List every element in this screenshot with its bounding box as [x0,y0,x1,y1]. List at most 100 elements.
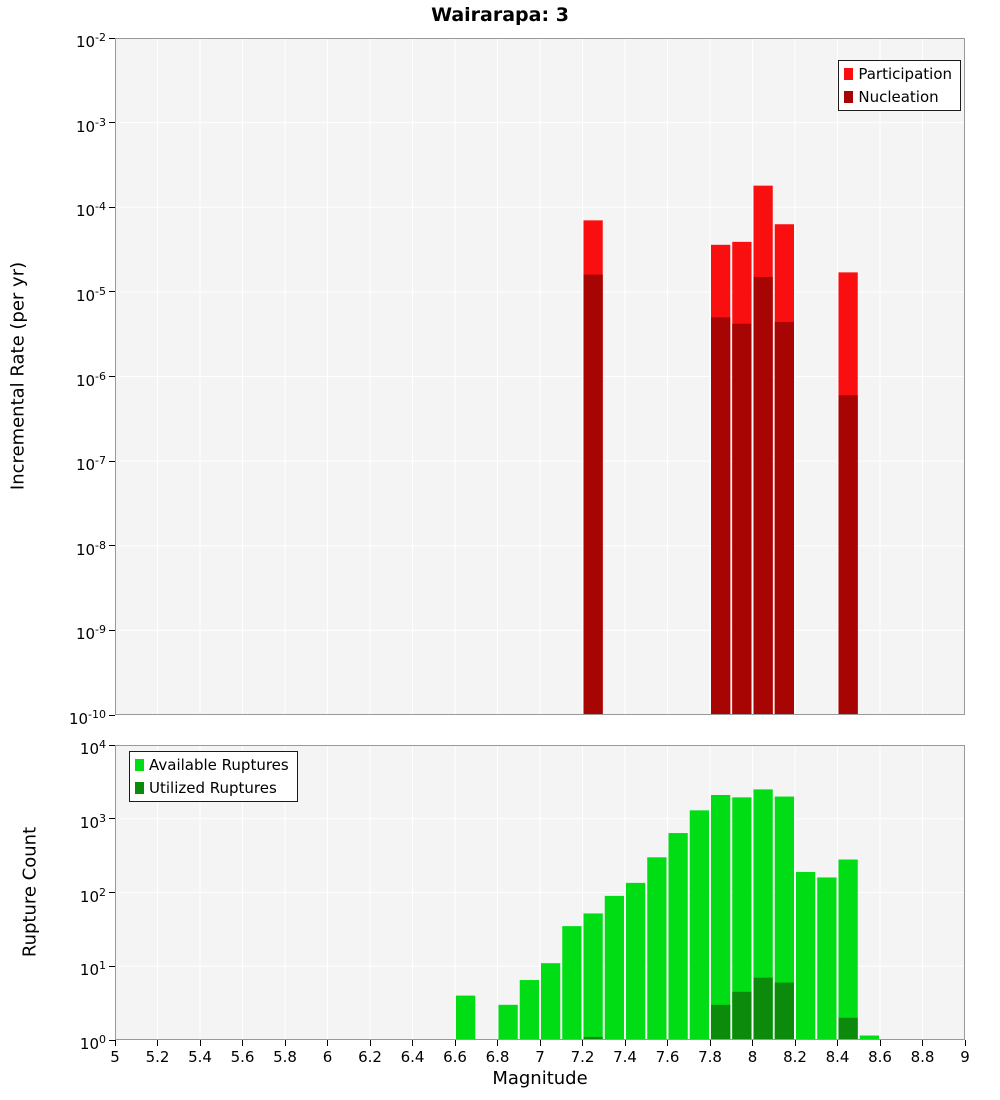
rupture-count-legend: Available Ruptures Utilized Ruptures [129,751,298,802]
x-axis-tick [454,1040,456,1046]
plot-border [115,38,965,715]
available-ruptures-bar [626,882,646,1040]
available-ruptures-bar [774,796,794,1040]
nucleation-bar [732,323,752,715]
available-ruptures-bar [753,789,773,1040]
x-axis-tick [327,1040,328,1046]
y-tick-label: 10-4 [75,200,106,221]
legend-item: Participation [844,64,952,84]
utilized-ruptures-bar [732,991,752,1040]
y-tick-label: 103 [79,811,106,832]
x-axis-tick [369,1040,371,1046]
x-axis-tick [922,1040,923,1046]
x-axis-tick [114,1040,116,1046]
x-tick-label: 6.8 [485,1048,510,1066]
rate-axis-label: Incremental Rate (per yr) [7,261,29,491]
x-tick-label: 8.4 [825,1048,850,1066]
x-tick-label: 8.6 [868,1048,892,1066]
y-tick-label: 10-6 [75,369,106,390]
y-tick-label: 10-7 [75,454,106,475]
nucleation-bar [838,395,858,715]
y-tick-label: 10-8 [75,538,106,559]
rupture-count-plot [115,745,965,1040]
x-tick-label: 8 [747,1048,758,1066]
utilized-ruptures-bar [774,982,794,1040]
available-ruptures-bar [456,995,476,1040]
y-tick-label: 10-10 [68,708,106,728]
x-tick-label: 5.2 [145,1048,170,1066]
y-tick-label: 101 [79,959,106,980]
x-tick-label: 6 [322,1048,333,1066]
x-tick-label: 8.2 [783,1048,807,1066]
utilized-ruptures-bar [583,1036,603,1040]
x-axis-tick [837,1040,838,1046]
x-axis-tick [412,1040,413,1046]
x-tick-label: 5.8 [273,1048,297,1066]
y-axis-tick [109,714,115,716]
y-axis-tick [109,744,115,746]
x-tick-label: 7.2 [570,1048,595,1066]
x-axis-tick [582,1040,583,1046]
y-axis-tick [109,37,115,39]
y-tick-label: 100 [79,1033,106,1053]
x-tick-label: 6.4 [400,1048,425,1066]
available-ruptures-bar [732,797,752,1040]
nucleation-swatch [844,91,854,103]
available-ruptures-bar [668,833,688,1040]
x-axis-tick [879,1040,881,1046]
available-ruptures-bar [689,810,709,1040]
y-axis-tick [109,460,115,462]
x-axis-tick [794,1040,796,1046]
x-tick-label: 7.6 [655,1048,680,1066]
incremental-rate-legend: Participation Nucleation [838,60,961,111]
y-tick-label: 10-9 [75,623,106,644]
x-axis-tick [667,1040,668,1046]
legend-label: Utilized Ruptures [149,779,277,797]
magnitude-axis-label: Magnitude [492,1068,588,1089]
x-axis-tick [199,1040,201,1046]
utilized-ruptures-swatch [135,782,144,794]
y-axis-tick [109,965,115,967]
legend-item: Available Ruptures [135,755,289,775]
incremental-rate-plot [115,38,965,715]
y-axis-tick [109,291,115,293]
legend-item: Nucleation [844,87,952,107]
y-axis-tick [109,122,115,124]
legend-label: Nucleation [858,88,939,106]
figure-title: Wairarapa: 3 [431,4,569,26]
available-ruptures-bar [541,963,561,1040]
x-tick-label: 5 [110,1048,120,1066]
legend-label: Available Ruptures [149,756,289,774]
utilized-ruptures-bar [753,977,773,1040]
x-axis-tick [497,1040,498,1046]
x-tick-label: 5.6 [230,1048,255,1066]
available-ruptures-swatch [135,759,144,771]
y-axis-tick [109,206,115,208]
x-tick-label: 5.4 [188,1048,212,1066]
x-axis-tick [242,1040,243,1046]
y-axis-tick [109,818,115,820]
x-tick-label: 6.2 [358,1048,382,1066]
y-axis-tick [109,376,115,377]
y-tick-label: 10-3 [75,115,106,136]
available-ruptures-bar [647,857,667,1040]
available-ruptures-bar [562,926,582,1040]
legend-label: Participation [858,65,952,83]
nucleation-bar [583,274,603,715]
available-ruptures-bar [859,1035,879,1040]
x-tick-label: 7.4 [613,1048,637,1066]
y-axis-tick [109,1039,115,1041]
nucleation-bar [711,317,731,715]
y-tick-label: 102 [79,885,106,906]
available-ruptures-bar [583,913,603,1040]
x-tick-label: 8.8 [910,1048,935,1066]
y-tick-label: 104 [79,738,106,758]
x-axis-tick [709,1040,711,1046]
participation-swatch [844,68,854,80]
available-ruptures-bar [519,980,539,1040]
y-axis-tick [109,892,115,893]
y-axis-tick [109,629,115,631]
x-axis-tick [157,1040,158,1046]
x-axis-tick [624,1040,626,1046]
